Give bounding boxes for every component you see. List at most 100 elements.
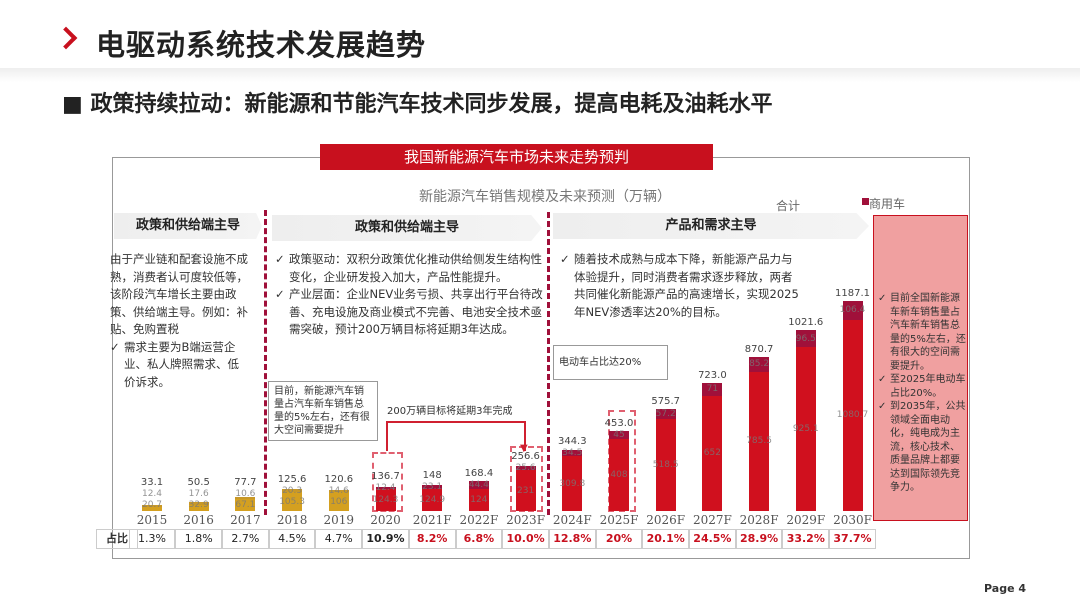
commercial-label: 34.5 xyxy=(562,448,583,459)
bar-passenger xyxy=(375,488,396,511)
bar-commercial xyxy=(515,465,536,471)
commercial-label: 14.6 xyxy=(328,485,349,496)
bar-commercial xyxy=(702,383,723,396)
phase-2-bullet: 产业层面：企业NEV业务亏损、共享出行平台待改善、充电设施及商业模式不完善、电池… xyxy=(275,286,543,339)
phase-2-text: 政策驱动：双积分政策优化推动供给侧发生结构性变化，企业研发投入加大，产品性能提升… xyxy=(275,251,543,339)
share-cell: 6.8% xyxy=(455,529,503,549)
bar-commercial xyxy=(422,484,443,489)
bar-commercial xyxy=(468,481,489,490)
commercial-label: 10.6 xyxy=(235,489,256,499)
x-tick-label: 2017 xyxy=(230,513,261,527)
header-band xyxy=(0,68,1080,82)
x-tick-label: 2015 xyxy=(136,513,168,527)
passenger-label: 124.3 xyxy=(372,494,399,505)
commercial-label: 17.6 xyxy=(188,489,209,499)
bar-passenger xyxy=(795,347,816,511)
share-cell: 2.7% xyxy=(222,529,269,549)
total-label: 125.6 xyxy=(277,473,307,485)
bar-commercial xyxy=(282,488,303,493)
share-cell: 20.1% xyxy=(642,529,690,549)
bar-commercial xyxy=(795,330,816,348)
commercial-label: 12.4 xyxy=(375,482,396,493)
share-cell: 8.2% xyxy=(408,529,456,549)
bar-commercial xyxy=(562,450,583,457)
commercial-label: 57.2 xyxy=(655,409,676,420)
share-cell: 1.3% xyxy=(128,529,176,549)
share-cell: 4.5% xyxy=(268,529,316,549)
passenger-label: 105.3 xyxy=(279,496,305,507)
x-tick-label: 2030F xyxy=(833,513,872,527)
x-tick-label: 2024F xyxy=(552,513,592,527)
passenger-label: 106 xyxy=(330,496,348,507)
bar-passenger xyxy=(842,319,863,511)
x-tick-label: 2027F xyxy=(692,513,732,527)
share-cell: 12.8% xyxy=(548,529,596,549)
bar-commercial xyxy=(749,356,770,372)
share-cell: 24.5% xyxy=(689,529,736,549)
share-cell: 33.2% xyxy=(782,529,830,549)
total-label: 168.4 xyxy=(464,468,494,480)
bar-passenger xyxy=(609,438,629,511)
passenger-label: 785.5 xyxy=(746,436,772,447)
bar-passenger xyxy=(422,488,443,511)
callout-share: 目前，新能源汽车销量占汽车新车销售总量的5%左右，还有很大空间需要提升 xyxy=(268,381,378,441)
total-label: 453.0 xyxy=(604,417,634,429)
bar-commercial xyxy=(188,502,209,506)
share-cell: 20% xyxy=(595,529,643,549)
phase-2-bullet: 政策驱动：双积分政策优化推动供给侧发生结构性变化，企业研发投入加大，产品性能提升… xyxy=(275,251,543,286)
total-label: 1021.6 xyxy=(788,317,824,329)
phase-1-paragraph: 由于产业链和配套设施不成熟，消费者认可度较低等，该阶段汽车增长主要由政策、供给端… xyxy=(110,252,248,336)
phase-divider xyxy=(264,210,267,515)
commercial-label: 12.4 xyxy=(141,489,163,499)
total-label: 870.7 xyxy=(744,343,774,355)
bar-passenger xyxy=(515,470,536,511)
bar-passenger xyxy=(749,371,770,511)
x-tick-label: 2018 xyxy=(276,513,308,527)
bar-passenger xyxy=(282,492,303,511)
x-tick-label: 2019 xyxy=(323,513,355,527)
x-tick-label: 2028F xyxy=(739,513,779,527)
total-label: 723.0 xyxy=(698,370,727,382)
share-cell: 28.9% xyxy=(735,529,783,549)
total-label: 148 xyxy=(422,469,442,481)
table-row-label: 占比 xyxy=(96,529,138,549)
share-cell: 10.9% xyxy=(362,529,409,549)
total-label: 136.7 xyxy=(371,470,400,482)
legend-total: 合计 xyxy=(776,199,801,213)
bar-passenger xyxy=(235,499,256,511)
bar-commercial xyxy=(655,409,676,420)
delay-arrow xyxy=(386,421,526,451)
passenger-label: 309.8 xyxy=(559,478,586,489)
passenger-label: 67.1 xyxy=(235,500,256,510)
commercial-label: 23.1 xyxy=(422,481,443,492)
x-tick-label: 2016 xyxy=(183,513,214,527)
highlight-box-2023 xyxy=(510,446,543,512)
bar-passenger xyxy=(142,507,162,511)
passenger-label: 124 xyxy=(470,495,488,506)
passenger-label: 32.9 xyxy=(188,500,209,510)
side-note-item: 目前全国新能源车新车销售量占汽车新车销售总量的5%左右，还有很大的空间需要提升。 xyxy=(878,292,966,373)
passenger-label: 231 xyxy=(517,485,535,496)
legend-label: 商用车 xyxy=(869,197,906,211)
x-tick-label: 2026F xyxy=(646,513,686,527)
x-tick-label: 2029F xyxy=(786,513,826,527)
total-label: 33.1 xyxy=(140,477,164,488)
commercial-label: 20.3 xyxy=(282,485,303,496)
bar-commercial xyxy=(375,486,396,489)
legend-commercial: 商用车 xyxy=(862,195,905,212)
total-label: 575.7 xyxy=(651,396,680,408)
bar-passenger xyxy=(702,395,723,511)
passenger-label: 1080.7 xyxy=(836,410,869,421)
page-subtitle: ■ 政策持续拉动：新能源和节能汽车技术同步发展，提高电耗及油耗水平 xyxy=(62,92,773,117)
callout-delay: 200万辆目标将延期3年完成 xyxy=(387,406,513,417)
share-cell: 1.8% xyxy=(175,529,223,549)
side-note-item: 到2035年，公共领域全面电动化，纯电成为主流，核心技术、质量品牌上都要达到国际… xyxy=(878,400,966,495)
page-title: 电驱动系统技术发展趋势 xyxy=(96,28,427,62)
total-label: 256.6 xyxy=(511,450,540,462)
x-tick-label: 2020 xyxy=(370,513,401,527)
total-label: 120.6 xyxy=(324,473,354,485)
phase-3-bullet: 随着技术成熟与成本下降，新能源产品力与体验提升，同时消费者需求逐步释放，两者共同… xyxy=(560,251,800,321)
total-label: 1187.1 xyxy=(835,287,870,299)
highlight-box-2020 xyxy=(372,452,403,512)
bar-commercial xyxy=(328,489,349,493)
